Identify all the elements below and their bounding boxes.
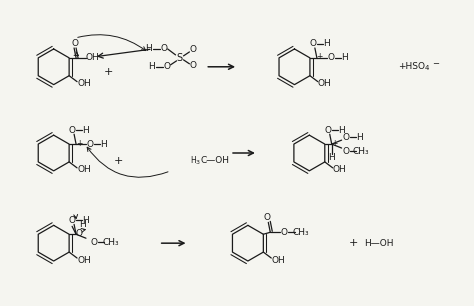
Text: 4: 4 [424, 65, 428, 71]
Text: O: O [69, 126, 75, 135]
Text: O: O [69, 216, 75, 225]
Text: H: H [338, 126, 345, 135]
Text: OH: OH [77, 79, 91, 88]
Text: +: + [76, 139, 82, 147]
Text: O: O [264, 213, 271, 222]
Text: +: + [317, 52, 323, 62]
Text: O: O [190, 61, 197, 70]
Text: −: − [432, 59, 439, 68]
Text: H: H [341, 53, 348, 62]
Text: O: O [91, 238, 97, 247]
Text: O: O [281, 228, 288, 237]
Text: O: O [342, 147, 349, 155]
Text: CH₃: CH₃ [292, 228, 310, 237]
Text: OH: OH [85, 53, 99, 62]
Text: CH₃: CH₃ [352, 147, 369, 155]
Text: O: O [327, 53, 334, 62]
Text: O: O [190, 46, 197, 54]
Text: OH: OH [77, 165, 91, 174]
Text: H: H [328, 153, 335, 162]
Text: H: H [82, 126, 89, 135]
Text: H: H [323, 39, 330, 48]
Text: H: H [356, 132, 363, 142]
Text: H: H [80, 220, 86, 229]
Text: H: H [148, 62, 155, 71]
Text: O: O [160, 44, 167, 54]
Text: H: H [191, 156, 196, 166]
Text: O: O [75, 229, 82, 238]
Text: +: + [103, 67, 113, 77]
Text: OH: OH [333, 165, 346, 174]
Text: H: H [82, 216, 89, 225]
Text: +HSO: +HSO [399, 62, 426, 71]
Text: O: O [86, 140, 93, 149]
Text: H: H [146, 44, 152, 54]
Text: 3: 3 [195, 160, 200, 166]
Text: +: + [349, 238, 359, 248]
Text: H: H [100, 140, 107, 149]
Text: OH: OH [318, 79, 332, 88]
Text: C—OH: C—OH [201, 156, 229, 166]
Text: H—OH: H—OH [364, 239, 393, 248]
Text: S: S [176, 53, 182, 63]
Text: +: + [114, 156, 123, 166]
Text: O: O [163, 62, 170, 71]
Text: O: O [342, 132, 349, 142]
Text: OH: OH [271, 256, 285, 264]
Text: O: O [310, 39, 316, 48]
Text: O: O [72, 39, 79, 48]
Text: +: + [331, 139, 338, 147]
Text: O: O [324, 126, 331, 135]
Text: CH₃: CH₃ [102, 238, 119, 247]
Text: OH: OH [77, 256, 91, 264]
